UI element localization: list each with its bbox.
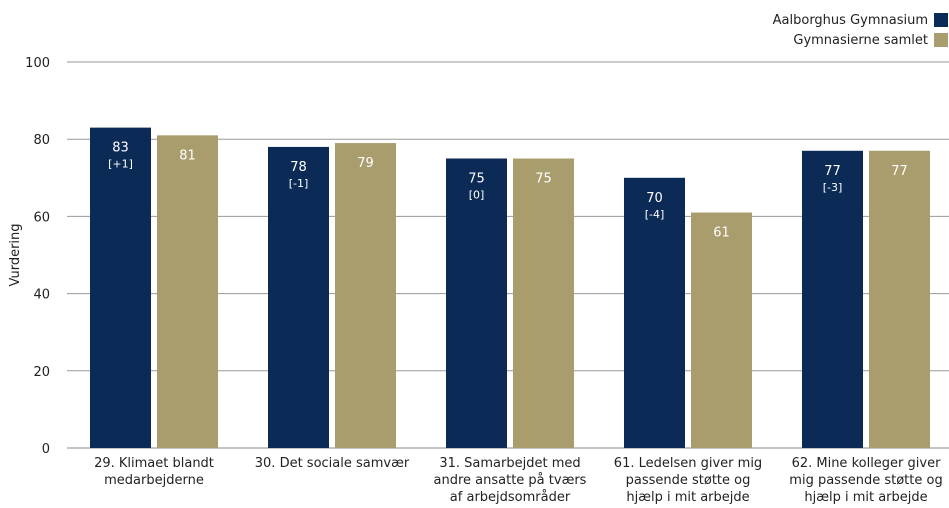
category-label-1-line-2: medarbejderne (104, 473, 204, 488)
value-label-series-1-cat-3: 75 (468, 172, 485, 187)
delta-label-cat-3: [0] (469, 189, 485, 202)
category-label-3-line-2: andre ansatte på tværs (434, 473, 587, 488)
value-label-series-1-cat-1: 83 (112, 141, 129, 156)
category-label-5-line-3: hjælp i mit arbejde (804, 490, 927, 505)
value-label-series-1-cat-2: 78 (290, 160, 307, 175)
delta-label-cat-5: [-3] (823, 181, 843, 194)
bar-series-2-cat-3 (513, 158, 574, 448)
category-label-4-line-1: 61. Ledelsen giver mig (614, 456, 762, 471)
legend-label-series-2: Gymnasierne samlet (793, 32, 928, 48)
y-tick-label-100: 100 (25, 56, 50, 71)
category-label-4-line-2: passende støtte og (626, 473, 751, 488)
legend-label-series-1: Aalborghus Gymnasium (772, 12, 928, 28)
value-label-series-2-cat-5: 77 (891, 164, 908, 179)
value-label-series-2-cat-3: 75 (535, 172, 552, 187)
y-tick-label-80: 80 (33, 133, 50, 148)
delta-label-cat-4: [-4] (645, 208, 665, 221)
value-label-series-1-cat-5: 77 (824, 164, 841, 179)
value-label-series-2-cat-4: 61 (713, 226, 730, 241)
category-label-4-line-3: hjælp i mit arbejde (626, 490, 749, 505)
value-label-series-1-cat-4: 70 (646, 191, 663, 206)
bar-series-1-cat-2 (268, 146, 329, 449)
bar-series-2-cat-5 (869, 150, 930, 448)
y-tick-label-0: 0 (42, 442, 50, 457)
category-label-3-line-1: 31. Samarbejdet med (439, 456, 580, 471)
y-tick-label-60: 60 (33, 210, 50, 225)
bar-series-1-cat-1 (90, 127, 151, 449)
value-label-series-2-cat-1: 81 (179, 148, 196, 163)
bar-series-1-cat-5 (802, 150, 863, 448)
bar-series-1-cat-4 (624, 177, 685, 449)
legend-swatch-series-2 (934, 33, 948, 47)
legend-item-series-1: Aalborghus Gymnasium (773, 10, 948, 30)
category-label-5-line-2: mig passende støtte og (789, 473, 942, 488)
y-axis-label: Vurdering (8, 223, 23, 286)
bar-series-2-cat-2 (335, 143, 396, 448)
category-label-2-line-1: 30. Det sociale samvær (255, 456, 410, 471)
delta-label-cat-2: [-1] (289, 177, 309, 190)
value-label-series-2-cat-2: 79 (357, 156, 374, 171)
delta-label-cat-1: [+1] (108, 158, 133, 171)
bar-series-1-cat-3 (446, 158, 507, 448)
legend: Aalborghus Gymnasium Gymnasierne samlet (773, 10, 948, 50)
category-label-1-line-1: 29. Klimaet blandt (94, 456, 214, 471)
category-label-5-line-1: 62. Mine kolleger giver (792, 456, 942, 471)
category-label-3-line-3: af arbejdsområder (450, 490, 571, 505)
bar-series-2-cat-4 (691, 212, 752, 448)
legend-item-series-2: Gymnasierne samlet (773, 30, 948, 50)
legend-swatch-series-1 (934, 13, 948, 27)
y-tick-label-40: 40 (33, 288, 50, 303)
bar-series-2-cat-1 (157, 135, 218, 448)
y-tick-label-20: 20 (33, 365, 50, 380)
